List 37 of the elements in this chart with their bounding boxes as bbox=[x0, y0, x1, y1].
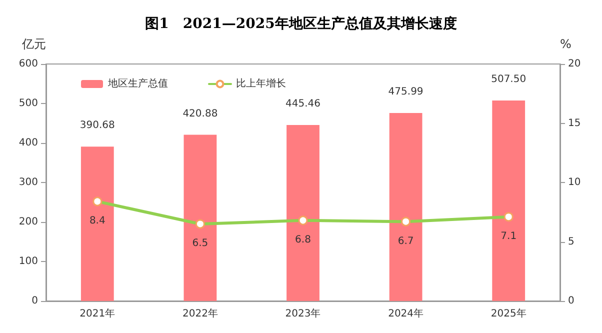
data-label: 445.46 bbox=[286, 98, 320, 110]
bar bbox=[492, 100, 526, 301]
bar bbox=[184, 134, 217, 301]
data-label: 6.5 bbox=[192, 238, 208, 250]
y-axis-title: 亿元 bbox=[21, 37, 46, 51]
y-tick-label: 0 bbox=[32, 296, 38, 306]
x-tick-label: 2021年 bbox=[80, 308, 116, 320]
data-label: 507.50 bbox=[491, 74, 526, 86]
legend-label: 地区生产总值 bbox=[107, 78, 168, 90]
bar bbox=[389, 112, 422, 301]
data-label: 475.99 bbox=[388, 86, 424, 98]
y-tick-label: 600 bbox=[18, 58, 38, 70]
y-tick-label: 500 bbox=[18, 98, 38, 109]
x-tick-label: 2022年 bbox=[182, 308, 218, 320]
data-label: 6.8 bbox=[295, 234, 311, 246]
data-label: 390.68 bbox=[80, 120, 115, 132]
data-label: 8.4 bbox=[89, 216, 106, 227]
x-tick-label: 2023年 bbox=[285, 308, 321, 320]
x-tick-label: 2024年 bbox=[388, 308, 424, 320]
data-label: 7.1 bbox=[500, 231, 517, 242]
y-tick-label: 400 bbox=[18, 138, 38, 148]
y2-tick-label: 20 bbox=[568, 58, 581, 70]
chart-title: 图1 2021—2025年地区生产总值及其增长速度 bbox=[145, 15, 457, 32]
legend-label: 比上年增长 bbox=[236, 78, 286, 90]
data-label: 420.88 bbox=[182, 108, 218, 120]
bar bbox=[80, 146, 114, 301]
y-tick-label: 300 bbox=[18, 177, 38, 188]
data-label: 6.7 bbox=[398, 236, 414, 247]
y-tick-label: 200 bbox=[18, 216, 38, 228]
y2-tick-label: 10 bbox=[568, 177, 581, 188]
x-tick-label: 2025年 bbox=[490, 308, 526, 320]
bar bbox=[286, 125, 320, 301]
y2-tick-label: 15 bbox=[568, 118, 581, 129]
y2-axis-title: % bbox=[560, 37, 572, 51]
y2-tick-label: 5 bbox=[568, 236, 574, 248]
y-tick-label: 100 bbox=[18, 256, 38, 267]
y2-tick-label: 0 bbox=[568, 296, 574, 306]
